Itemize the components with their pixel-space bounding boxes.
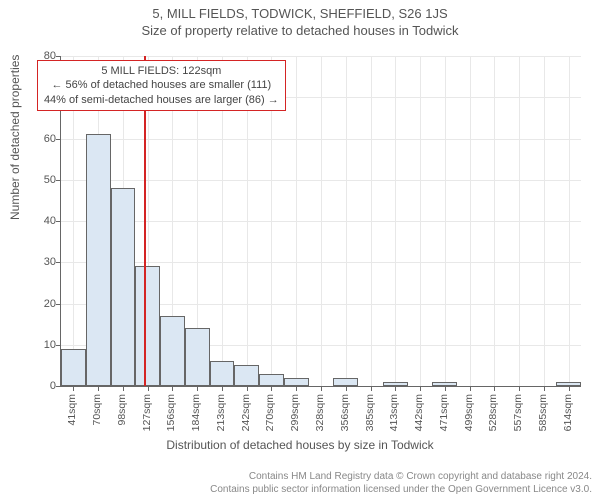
ytick-mark — [56, 139, 61, 140]
gridline-v — [494, 56, 495, 386]
annotation-line-2: ← 56% of detached houses are smaller (11… — [44, 78, 279, 92]
footer-line-1: Contains HM Land Registry data © Crown c… — [210, 471, 592, 484]
xtick-mark — [470, 386, 471, 391]
gridline-v — [445, 56, 446, 386]
xtick-mark — [296, 386, 297, 391]
xtick-mark — [420, 386, 421, 391]
xtick-label: 184sqm — [190, 394, 202, 431]
gridline-v — [519, 56, 520, 386]
xtick-mark — [98, 386, 99, 391]
xtick-mark — [148, 386, 149, 391]
histogram-bar — [259, 374, 284, 386]
xtick-label: 442sqm — [413, 394, 425, 431]
gridline-v — [395, 56, 396, 386]
xtick-mark — [395, 386, 396, 391]
histogram-bar — [185, 328, 210, 386]
xtick-mark — [123, 386, 124, 391]
ytick-label: 60 — [26, 133, 56, 145]
xtick-label: 270sqm — [264, 394, 276, 431]
xtick-label: 557sqm — [512, 394, 524, 431]
xtick-mark — [73, 386, 74, 391]
xtick-label: 98sqm — [116, 394, 128, 426]
gridline-v — [321, 56, 322, 386]
attribution-footer: Contains HM Land Registry data © Crown c… — [210, 471, 592, 496]
gridline-v — [420, 56, 421, 386]
xtick-label: 299sqm — [289, 394, 301, 431]
histogram-bar — [61, 349, 86, 386]
ytick-mark — [56, 56, 61, 57]
xtick-label: 127sqm — [141, 394, 153, 431]
histogram-bar — [234, 365, 259, 386]
histogram-bar — [210, 361, 235, 386]
ytick-label: 50 — [26, 174, 56, 186]
ytick-mark — [56, 180, 61, 181]
xtick-label: 528sqm — [487, 394, 499, 431]
xtick-mark — [346, 386, 347, 391]
xtick-mark — [197, 386, 198, 391]
chart-subtitle: Size of property relative to detached ho… — [0, 21, 600, 38]
xtick-label: 385sqm — [364, 394, 376, 431]
histogram-bar — [111, 188, 136, 386]
ytick-mark — [56, 386, 61, 387]
xtick-mark — [519, 386, 520, 391]
ytick-label: 20 — [26, 298, 56, 310]
ytick-label: 0 — [26, 380, 56, 392]
xtick-label: 242sqm — [240, 394, 252, 431]
ytick-mark — [56, 304, 61, 305]
histogram-bar — [135, 266, 160, 386]
histogram-bar — [383, 382, 408, 386]
histogram-bar — [160, 316, 185, 386]
ytick-mark — [56, 262, 61, 263]
x-axis-label: Distribution of detached houses by size … — [0, 438, 600, 452]
gridline-v — [296, 56, 297, 386]
xtick-mark — [544, 386, 545, 391]
xtick-mark — [222, 386, 223, 391]
xtick-label: 156sqm — [165, 394, 177, 431]
xtick-label: 356sqm — [339, 394, 351, 431]
chart-title: 5, MILL FIELDS, TODWICK, SHEFFIELD, S26 … — [0, 0, 600, 21]
ytick-label: 30 — [26, 256, 56, 268]
xtick-label: 499sqm — [463, 394, 475, 431]
histogram-bar — [333, 378, 358, 386]
xtick-label: 41sqm — [66, 394, 78, 426]
gridline-v — [544, 56, 545, 386]
histogram-bar — [86, 134, 111, 386]
histogram-bar — [432, 382, 457, 386]
xtick-mark — [321, 386, 322, 391]
ytick-mark — [56, 221, 61, 222]
xtick-label: 614sqm — [562, 394, 574, 431]
xtick-mark — [172, 386, 173, 391]
ytick-label: 10 — [26, 339, 56, 351]
xtick-mark — [494, 386, 495, 391]
xtick-label: 213sqm — [215, 394, 227, 431]
annotation-line-1: 5 MILL FIELDS: 122sqm — [44, 64, 279, 78]
annotation-line-3: 44% of semi-detached houses are larger (… — [44, 93, 279, 107]
xtick-label: 585sqm — [537, 394, 549, 431]
xtick-mark — [569, 386, 570, 391]
xtick-mark — [445, 386, 446, 391]
y-axis-label: Number of detached properties — [8, 55, 22, 220]
annotation-box: 5 MILL FIELDS: 122sqm← 56% of detached h… — [37, 60, 286, 111]
xtick-mark — [247, 386, 248, 391]
histogram-bar — [284, 378, 309, 386]
ytick-label: 40 — [26, 215, 56, 227]
xtick-label: 471sqm — [438, 394, 450, 431]
footer-line-2: Contains public sector information licen… — [210, 484, 592, 497]
gridline-v — [371, 56, 372, 386]
gridline-v — [470, 56, 471, 386]
histogram-bar — [556, 382, 581, 386]
gridline-v — [569, 56, 570, 386]
gridline-v — [346, 56, 347, 386]
xtick-label: 413sqm — [388, 394, 400, 431]
xtick-label: 328sqm — [314, 394, 326, 431]
xtick-mark — [271, 386, 272, 391]
xtick-mark — [371, 386, 372, 391]
ytick-mark — [56, 345, 61, 346]
xtick-label: 70sqm — [91, 394, 103, 426]
